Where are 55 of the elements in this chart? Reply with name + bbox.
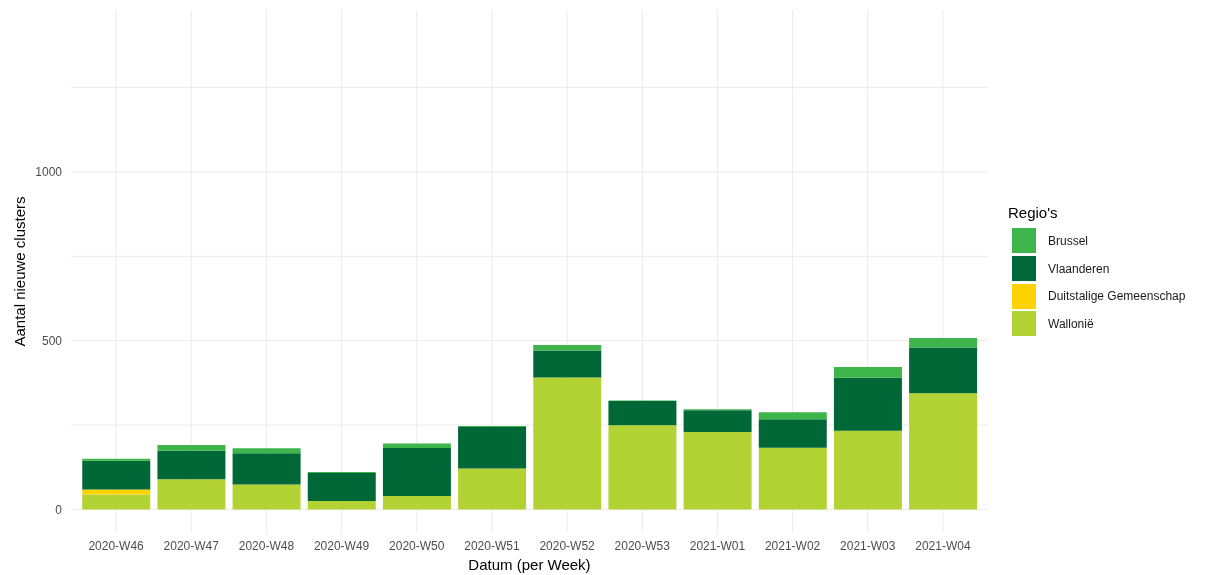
- bar: [157, 450, 226, 480]
- legend-label: Vlaanderen: [1048, 261, 1110, 276]
- bar: [157, 444, 226, 451]
- bar: [683, 410, 752, 433]
- x-tick-label: 2020-W49: [313, 538, 370, 553]
- bar: [458, 427, 527, 469]
- bar: [82, 489, 151, 495]
- bar: [533, 350, 602, 378]
- bar: [307, 500, 376, 510]
- bar: [382, 495, 451, 510]
- bar: [909, 337, 978, 348]
- bar: [758, 419, 827, 448]
- bar: [533, 345, 602, 351]
- bar: [307, 472, 376, 501]
- x-tick-label: 2020-W47: [163, 538, 220, 553]
- x-tick-label: 2020-W53: [614, 538, 671, 553]
- y-tick-label: 0: [55, 502, 63, 517]
- bar: [232, 484, 301, 510]
- legend-label: Duitstalige Gemeenschap: [1048, 289, 1186, 304]
- bar: [833, 366, 902, 378]
- bar: [382, 443, 451, 448]
- y-tick-label: 500: [41, 333, 63, 348]
- x-tick-label: 2020-W46: [88, 538, 145, 553]
- bar: [608, 401, 677, 426]
- x-tick-label: 2020-W50: [389, 538, 445, 553]
- bar: [82, 494, 151, 510]
- bar: [909, 393, 978, 510]
- bar: [82, 460, 151, 490]
- bar: [683, 432, 752, 510]
- x-tick-label: 2020-W52: [539, 538, 596, 553]
- bar: [758, 447, 827, 510]
- bar: [382, 447, 451, 496]
- x-tick-label: 2020-W48: [238, 538, 295, 553]
- bar: [608, 425, 677, 510]
- legend-label: Brussel: [1048, 233, 1089, 248]
- bar: [458, 468, 527, 510]
- x-tick-label: 2021-W03: [840, 538, 896, 553]
- bar: [232, 448, 301, 454]
- legend-label: Wallonië: [1048, 316, 1094, 331]
- bar: [157, 479, 226, 510]
- bar: [833, 430, 902, 510]
- bar: [909, 347, 978, 394]
- y-axis-title: Aantal nieuwe clusters: [10, 196, 28, 347]
- bar: [758, 412, 827, 420]
- bar: [533, 377, 602, 510]
- bar: [82, 458, 151, 461]
- x-axis-title: Datum (per Week): [468, 556, 591, 573]
- bar: [232, 453, 301, 485]
- y-tick-label: 1000: [35, 165, 63, 180]
- x-tick-label: 2021-W02: [764, 538, 821, 553]
- x-tick-label: 2021-W01: [689, 538, 746, 553]
- legend-title: Regio's: [1008, 204, 1059, 221]
- bar: [833, 377, 902, 431]
- x-tick-label: 2020-W51: [464, 538, 520, 553]
- x-tick-label: 2021-W04: [915, 538, 971, 553]
